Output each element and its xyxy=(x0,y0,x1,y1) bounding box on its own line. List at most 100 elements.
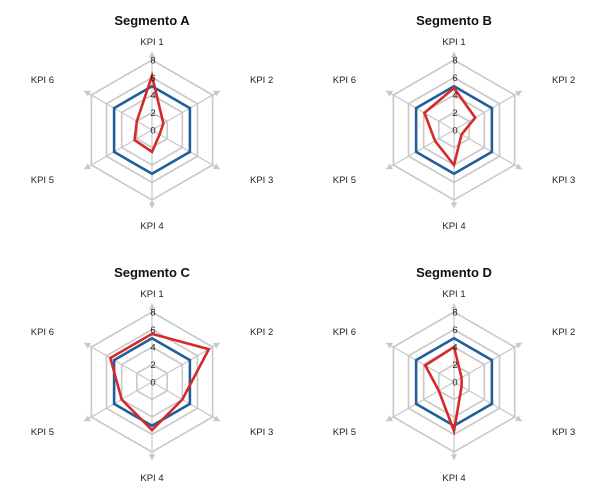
tick-label: 4 xyxy=(150,91,155,102)
tick-label: 8 xyxy=(150,56,155,67)
axis-label: KPI 1 xyxy=(140,37,163,48)
chart-title: Segmento B xyxy=(416,13,492,28)
tick-label: 8 xyxy=(452,56,457,67)
axis-spoke xyxy=(151,381,221,422)
series-actual-polygon xyxy=(133,71,165,154)
axis-label: KPI 4 xyxy=(140,221,163,232)
axis-arrowhead xyxy=(386,342,393,349)
axis-arrowhead xyxy=(386,90,393,97)
radar-panel-c: Segmento C 0 2 4 6 8 KPI 1 KPI 2 KPI 3 KPI 4 KPI 5… xyxy=(0,252,304,499)
axis-spoke xyxy=(453,381,523,422)
axis-spoke xyxy=(385,381,455,422)
axis-label: KPI 5 xyxy=(31,175,54,186)
axis-arrowhead xyxy=(450,303,458,310)
axis-spoke xyxy=(83,90,153,131)
radar-chart-d: Segmento D 0 2 4 6 8 KPI 1 KPI 2 KPI 3 KPI 4 KPI 5… xyxy=(333,265,576,484)
axis-arrowhead xyxy=(213,90,220,97)
axis-arrowhead xyxy=(213,163,220,170)
tick-label: 2 xyxy=(150,108,155,119)
axis-arrowhead xyxy=(450,51,458,58)
axis-arrowhead xyxy=(84,415,91,422)
axis-spoke xyxy=(83,342,153,383)
axis-arrowhead xyxy=(148,202,156,209)
axis-spoke xyxy=(385,90,455,131)
axis-arrowhead xyxy=(213,415,220,422)
axis-arrowhead xyxy=(84,90,91,97)
radar-panel-d: Segmento D 0 2 4 6 8 KPI 1 KPI 2 KPI 3 KPI 4 KPI 5… xyxy=(302,252,606,499)
axis-arrowhead xyxy=(84,163,91,170)
axis-label: KPI 5 xyxy=(31,427,54,438)
chart-title: Segmento A xyxy=(114,13,190,28)
axis-label: KPI 6 xyxy=(31,327,54,338)
radar-chart-b: Segmento B 0 2 4 6 8 KPI 1 KPI 2 KPI 3 KPI 4 KPI 5… xyxy=(333,13,576,232)
axis-label: KPI 2 xyxy=(250,327,273,338)
axis-spoke xyxy=(453,90,523,131)
axis-spoke xyxy=(385,129,455,170)
tick-label: 6 xyxy=(452,73,457,84)
series-target-polygon xyxy=(112,84,192,176)
axis-arrowhead xyxy=(515,90,522,97)
axis-spoke xyxy=(385,342,455,383)
axis-label: KPI 3 xyxy=(552,175,575,186)
axis-spoke xyxy=(453,342,523,383)
chart-title: Segmento D xyxy=(416,265,492,280)
chart-title: Segmento C xyxy=(114,265,190,280)
tick-label: 4 xyxy=(452,343,457,354)
tick-label: 0 xyxy=(150,378,155,389)
tick-label: 2 xyxy=(452,108,457,119)
axis-spoke xyxy=(83,381,153,422)
radar-panel-a: Segmento A 0 2 4 6 8 KPI 1 KPI 2 KPI 3 KPI 4 KPI 5… xyxy=(0,0,304,247)
tick-label: 0 xyxy=(452,126,457,137)
axis-label: KPI 1 xyxy=(140,289,163,300)
axis-arrowhead xyxy=(450,454,458,461)
series-actual-polygon xyxy=(108,332,211,432)
radar-chart-c: Segmento C 0 2 4 6 8 KPI 1 KPI 2 KPI 3 KPI 4 KPI 5… xyxy=(31,265,274,484)
grid xyxy=(385,51,523,209)
axis-label: KPI 3 xyxy=(552,427,575,438)
radar-panel-b: Segmento B 0 2 4 6 8 KPI 1 KPI 2 KPI 3 KPI 4 KPI 5… xyxy=(302,0,606,247)
series-target-polygon xyxy=(414,84,494,176)
axis-label: KPI 2 xyxy=(552,327,575,338)
axis-arrowhead xyxy=(450,202,458,209)
radar-chart-a: Segmento A 0 2 4 6 8 KPI 1 KPI 2 KPI 3 KPI 4 KPI 5… xyxy=(31,13,274,232)
axis-label: KPI 2 xyxy=(552,75,575,86)
axis-spoke xyxy=(453,129,523,170)
tick-label: 8 xyxy=(150,308,155,319)
axis-arrowhead xyxy=(84,342,91,349)
axis-arrowhead xyxy=(148,303,156,310)
tick-label: 6 xyxy=(150,73,155,84)
tick-label: 0 xyxy=(452,378,457,389)
axis-label: KPI 5 xyxy=(333,175,356,186)
tick-label: 4 xyxy=(452,91,457,102)
axis-arrowhead xyxy=(515,342,522,349)
axis-spoke xyxy=(151,129,221,170)
axis-label: KPI 4 xyxy=(442,473,465,484)
axis-label: KPI 4 xyxy=(140,473,163,484)
axis-label: KPI 3 xyxy=(250,175,273,186)
series-target-polygon xyxy=(112,336,192,428)
axis-arrowhead xyxy=(213,342,220,349)
axis-label: KPI 2 xyxy=(250,75,273,86)
tick-label: 2 xyxy=(452,360,457,371)
series-actual-polygon xyxy=(422,86,477,168)
tick-label: 6 xyxy=(150,325,155,336)
axis-label: KPI 4 xyxy=(442,221,465,232)
axis-label: KPI 6 xyxy=(31,75,54,86)
tick-label: 8 xyxy=(452,308,457,319)
axis-label: KPI 3 xyxy=(250,427,273,438)
axis-label: KPI 6 xyxy=(333,75,356,86)
axis-arrowhead xyxy=(386,415,393,422)
axis-arrowhead xyxy=(148,51,156,58)
axis-label: KPI 1 xyxy=(442,289,465,300)
axis-label: KPI 5 xyxy=(333,427,356,438)
axis-arrowhead xyxy=(386,163,393,170)
tick-label: 2 xyxy=(150,360,155,371)
grid xyxy=(83,303,221,461)
axis-arrowhead xyxy=(515,415,522,422)
axis-label: KPI 1 xyxy=(442,37,465,48)
tick-label: 4 xyxy=(150,343,155,354)
tick-label: 0 xyxy=(150,126,155,137)
axis-arrowhead xyxy=(515,163,522,170)
axis-arrowhead xyxy=(148,454,156,461)
grid xyxy=(83,51,221,209)
